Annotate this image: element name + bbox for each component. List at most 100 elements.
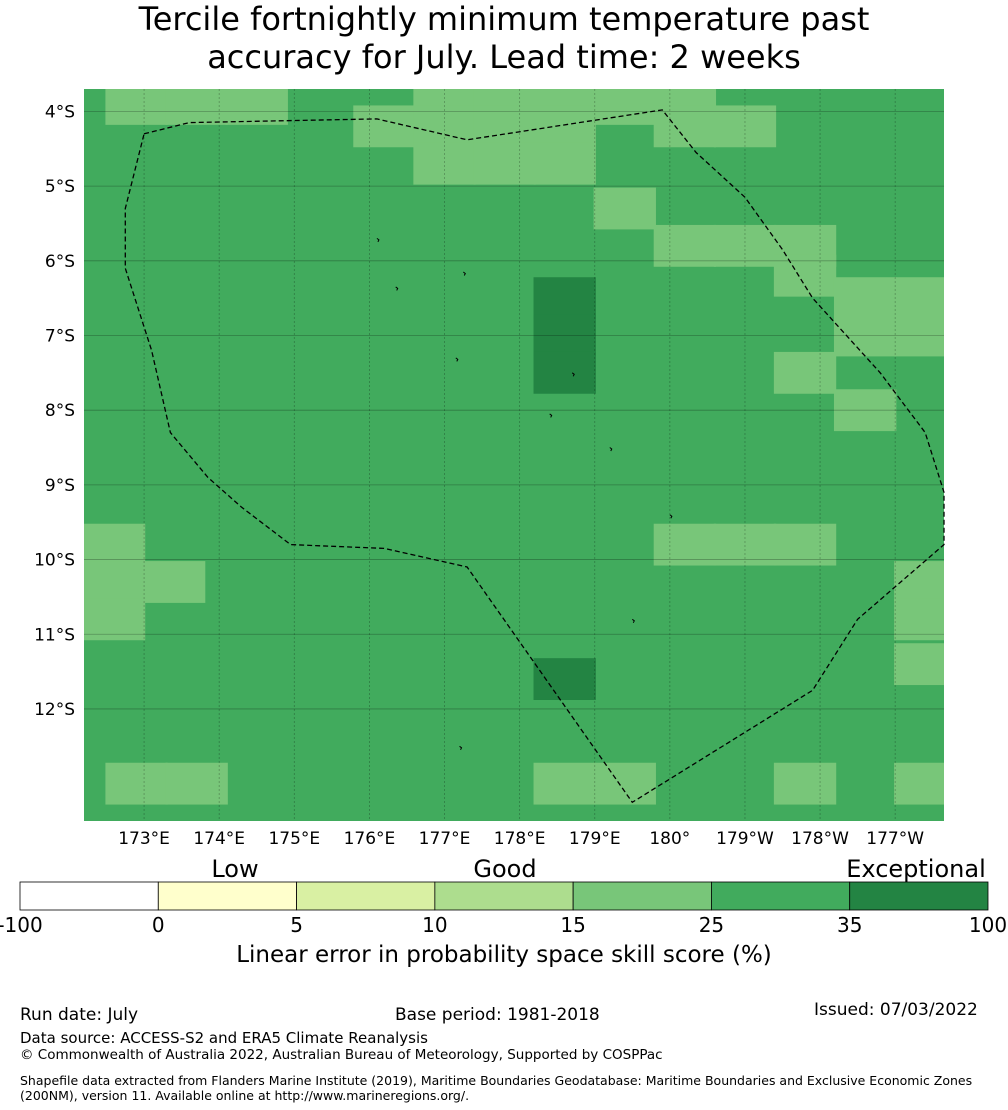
colorbar-box [849, 881, 989, 911]
chart-title: Tercile fortnightly minimum temperature … [0, 0, 1008, 76]
skill-cell [84, 561, 146, 603]
lon-tick-label: 174°E [193, 829, 245, 849]
colorbar-ticks: -100 0 5 10 15 25 35 100 [0, 913, 1007, 937]
title-line-2: accuracy for July. Lead time: 2 weeks [207, 38, 801, 76]
lat-tick-label: 12°S [34, 700, 75, 720]
colorbar-tick-label: 15 [560, 913, 585, 937]
lat-tick-label: 6°S [45, 252, 75, 272]
lon-tick-label: 177°W [866, 829, 924, 849]
colorbar-tick-label: 100 [969, 913, 1007, 937]
island-outline [459, 745, 463, 751]
issued-date: Issued: 07/03/2022 [814, 1000, 978, 1020]
island-outline [455, 357, 459, 362]
skill-cell [165, 762, 228, 805]
skill-cell [773, 523, 837, 566]
skill-cell [533, 762, 596, 805]
colorbar-box [711, 881, 851, 911]
skill-cell [833, 277, 897, 320]
colorbar-tick-label: 0 [152, 913, 165, 937]
colorbar-tick-label: -100 [0, 913, 43, 937]
skill-cell [894, 643, 944, 686]
lat-tick-label: 10°S [34, 551, 75, 571]
skill-cell [713, 224, 777, 267]
colorbar-box [572, 881, 712, 911]
skill-cell [105, 762, 168, 805]
eez-boundary [124, 109, 945, 804]
lat-tick-label: 9°S [45, 476, 75, 496]
skill-cell [894, 277, 944, 320]
lon-tick-label: 175°E [268, 829, 320, 849]
skill-cell [773, 254, 837, 297]
lat-tick-label: 7°S [45, 326, 75, 346]
lon-tick-label: 179°E [569, 829, 621, 849]
island-outline [631, 618, 635, 624]
skill-cell [833, 314, 897, 357]
lat-tick-label: 4°S [45, 102, 75, 122]
copyright: © Commonwealth of Australia 2022, Austra… [20, 1047, 663, 1063]
category-exceptional: Exceptional [846, 855, 986, 883]
skill-cell [593, 187, 656, 230]
skill-cell [533, 658, 596, 700]
skill-cell [84, 523, 146, 566]
skill-cell [353, 105, 416, 148]
skill-cell [413, 142, 476, 185]
skill-cell [84, 598, 146, 641]
island-outline [669, 514, 673, 519]
skill-cell [165, 89, 228, 125]
skill-cell [653, 523, 717, 566]
skill-cell [894, 762, 944, 805]
colorbar-label: Linear error in probability space skill … [236, 942, 772, 968]
lat-tick-label: 5°S [45, 177, 75, 197]
island-outline [549, 413, 553, 418]
skill-cell [105, 89, 168, 125]
colorbar-tick-label: 35 [837, 913, 862, 937]
lon-tick-label: 173°E [118, 829, 170, 849]
lat-tick-label: 11°S [34, 625, 75, 645]
skill-cell [225, 89, 288, 125]
latitude-labels: 4°S 5°S 6°S 7°S 8°S 9°S 10°S 11°S 12°S [34, 102, 75, 720]
longitude-labels: 173°E 174°E 175°E 176°E 177°E 178°E 179°E 180° 1… [118, 829, 924, 849]
run-date: Run date: July [20, 1005, 139, 1025]
skill-cell [142, 561, 206, 603]
skill-cells [84, 89, 944, 805]
skill-cell [533, 277, 596, 320]
skill-cell [773, 762, 837, 805]
lon-tick-label: 178°E [494, 829, 546, 849]
lon-tick-label: 176°E [344, 829, 396, 849]
category-low: Low [211, 855, 258, 883]
skill-cell [653, 224, 717, 267]
colorbar-box [19, 881, 159, 911]
skill-cell [713, 105, 777, 148]
island-outline [609, 447, 613, 452]
colorbar-box [434, 881, 574, 911]
map-background [84, 89, 944, 821]
colorbar-box [157, 881, 297, 911]
skill-cell [833, 389, 897, 432]
shapefile-credit: Shapefile data extracted from Flanders M… [20, 1073, 973, 1103]
colorbar-tick-label: 25 [699, 913, 724, 937]
data-source: Data source: ACCESS-S2 and ERA5 Climate … [20, 1029, 428, 1047]
island-outline [463, 271, 466, 276]
colorbar-tick-label: 10 [422, 913, 447, 937]
skill-cell [413, 105, 476, 148]
skill-cell [473, 142, 536, 185]
skill-cell [894, 561, 944, 603]
island-outline [571, 372, 575, 377]
lon-tick-label: 178°W [791, 829, 849, 849]
island-outline [395, 286, 399, 291]
skill-cell [473, 105, 536, 148]
lat-tick-label: 8°S [45, 401, 75, 421]
skill-cell [533, 142, 596, 185]
lon-tick-label: 177°E [419, 829, 471, 849]
skill-cell [773, 351, 837, 394]
colorbar-tick-label: 5 [290, 913, 303, 937]
skill-cell [593, 762, 656, 805]
skill-cell [533, 351, 596, 394]
colorbar: -100 0 5 10 15 25 35 100 Low Good Exceptional [0, 855, 1007, 937]
title-line-1: Tercile fortnightly minimum temperature … [138, 0, 870, 38]
skill-cell [713, 523, 777, 566]
lon-tick-label: 179°W [716, 829, 774, 849]
island-outline [376, 237, 380, 243]
graticule [84, 89, 944, 821]
